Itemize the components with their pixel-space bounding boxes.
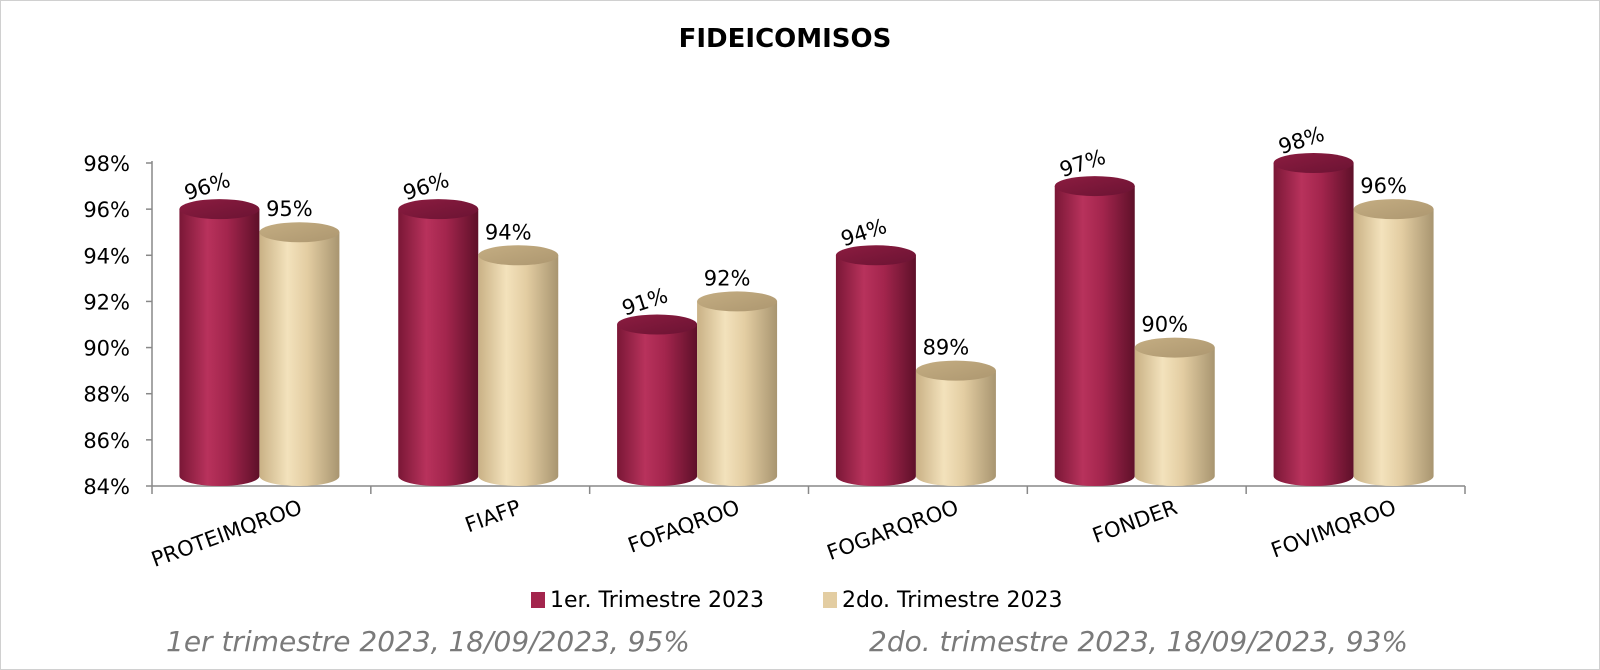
bar-top bbox=[398, 199, 479, 220]
bar-top bbox=[617, 314, 698, 335]
bar-body bbox=[1054, 186, 1135, 487]
y-tick-label: 96% bbox=[83, 198, 130, 222]
bar-top bbox=[259, 222, 340, 243]
bar-top bbox=[1273, 153, 1354, 173]
bar-body bbox=[915, 370, 996, 486]
bar-body bbox=[478, 255, 559, 486]
bar-series-2: 94% bbox=[478, 220, 559, 486]
bar-series-1: 97% bbox=[1054, 145, 1135, 487]
bar-series-1: 96% bbox=[179, 168, 260, 486]
bar-top bbox=[1353, 199, 1434, 220]
x-category-label: PROTEIMQROO bbox=[148, 495, 305, 572]
bar-series-2: 90% bbox=[1134, 313, 1215, 486]
data-label: 89% bbox=[923, 336, 970, 360]
bar-series-1: 91% bbox=[617, 283, 698, 486]
bar-top bbox=[835, 245, 916, 266]
footer-note-q2: 2do. trimestre 2023, 18/09/2023, 93% bbox=[869, 625, 1408, 658]
bar-top bbox=[1134, 337, 1215, 358]
y-tick-label: 92% bbox=[83, 290, 130, 314]
bar-series-1: 96% bbox=[398, 168, 479, 486]
legend-swatch-series-1 bbox=[531, 592, 545, 608]
bar-series-1: 94% bbox=[835, 214, 916, 486]
bar-series-2: 96% bbox=[1353, 174, 1434, 486]
bar-top bbox=[1054, 176, 1135, 197]
y-tick-label: 88% bbox=[83, 383, 130, 407]
bar-series-2: 95% bbox=[259, 197, 340, 486]
bar-body bbox=[697, 301, 778, 486]
bar-body bbox=[179, 209, 260, 486]
legend-label-series-1: 1er. Trimestre 2023 bbox=[550, 588, 764, 613]
bar-body bbox=[398, 209, 479, 486]
y-tick-label: 84% bbox=[83, 475, 130, 499]
chart-title: FIDEICOMISOS bbox=[679, 24, 892, 54]
legend: 1er. Trimestre 2023 2do. Trimestre 2023 bbox=[531, 588, 1063, 613]
bar-chart: FIDEICOMISOS 84%86%88%90%92%94%96%98%PRO… bbox=[83, 24, 1466, 613]
bar-body bbox=[1353, 209, 1434, 486]
x-category-label: FOFAQROO bbox=[625, 495, 743, 558]
bar-body bbox=[1273, 163, 1354, 486]
data-label: 94% bbox=[485, 220, 532, 244]
legend-swatch-series-2 bbox=[823, 592, 837, 608]
bar-body bbox=[835, 255, 916, 486]
x-category-label: FOGARQROO bbox=[824, 495, 962, 565]
bar-top bbox=[478, 245, 559, 266]
legend-label-series-2: 2do. Trimestre 2023 bbox=[842, 588, 1063, 613]
bar-body bbox=[617, 324, 698, 486]
y-tick-label: 94% bbox=[83, 244, 130, 268]
bar-body bbox=[259, 232, 340, 486]
data-label: 90% bbox=[1141, 313, 1188, 337]
footer-note-q1: 1er trimestre 2023, 18/09/2023, 95% bbox=[166, 625, 690, 658]
bar-series-2: 89% bbox=[915, 336, 996, 486]
bar-series-1: 98% bbox=[1273, 122, 1354, 486]
bar-series-2: 92% bbox=[697, 266, 778, 486]
data-label: 95% bbox=[266, 197, 313, 221]
bar-top bbox=[179, 199, 260, 220]
x-category-label: FONDER bbox=[1089, 495, 1180, 548]
bars: 96% 96% 91% 94% 97% 98% 95% 94% 92% 89% 90% 96% bbox=[179, 122, 1434, 487]
bar-top bbox=[915, 360, 996, 381]
x-category-label: FIAFP bbox=[462, 495, 524, 537]
data-label: 96% bbox=[1360, 174, 1407, 198]
y-tick-label: 86% bbox=[83, 429, 130, 453]
y-tick-label: 90% bbox=[83, 337, 130, 361]
bar-top bbox=[697, 291, 778, 312]
x-category-label: FOVIMQROO bbox=[1268, 495, 1399, 562]
bar-body bbox=[1134, 347, 1215, 486]
y-tick-label: 98% bbox=[83, 152, 130, 176]
data-label: 92% bbox=[704, 266, 751, 290]
